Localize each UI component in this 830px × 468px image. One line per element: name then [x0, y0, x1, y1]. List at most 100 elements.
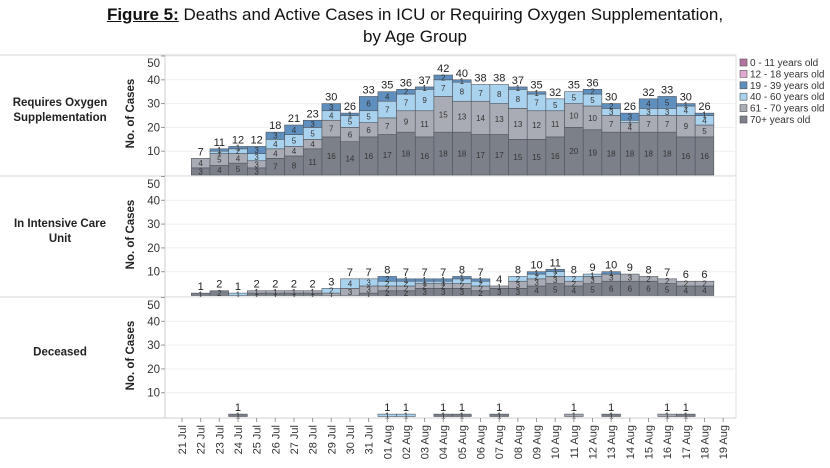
segment-value-label: 4 [292, 126, 297, 135]
segment-value-label: 2 [646, 275, 651, 284]
segment-value-label: 16 [700, 152, 709, 161]
legend-swatch [739, 104, 748, 112]
total-value-label: 1 [198, 281, 204, 293]
segment-value-label: 14 [345, 154, 354, 163]
segment-value-label: 1 [254, 288, 259, 297]
stacked-bar: 112 [265, 279, 285, 299]
total-value-label: 3 [328, 276, 334, 288]
y-tick-label: 20 [147, 243, 160, 255]
segment-value-label: 1 [422, 276, 427, 285]
bar-segment [526, 91, 547, 95]
segment-value-label: 4 [329, 112, 334, 121]
segment-value-label: 9 [422, 96, 427, 105]
bar-segment [321, 103, 341, 112]
legend-item[interactable]: 61 - 70 years old [739, 104, 825, 115]
segment-value-label: 2 [553, 270, 558, 279]
stacked-bar: 426 [694, 269, 715, 296]
segment-value-label: 5 [665, 98, 670, 107]
segment-value-label: 15 [439, 110, 448, 119]
legend-item[interactable]: 70+ years old [739, 115, 810, 126]
total-value-label: 7 [664, 267, 670, 279]
segment-value-label: 2 [534, 272, 539, 281]
segment-value-label: 9 [684, 122, 689, 131]
bar-segment [545, 269, 565, 273]
segment-value-label: 2 [478, 284, 483, 293]
segment-value-label: 2 [441, 73, 446, 82]
x-tick-label: 24 Jul [233, 425, 245, 454]
stacked-bar: 18 15 7 242 [433, 63, 453, 176]
segment-value-label: 2 [460, 277, 465, 286]
segment-value-label: 13 [457, 113, 466, 122]
stacked-bar: 18 7 35 33 [657, 84, 677, 176]
segment-value-label: 3 [609, 108, 614, 117]
segment-value-label: 9 [404, 117, 409, 126]
total-value-label: 6 [683, 269, 689, 281]
segment-value-label: 1 [329, 290, 334, 299]
segment-value-label: 3 [441, 288, 446, 297]
bar-segment [676, 413, 696, 417]
x-tick-label: 28 Jul [308, 425, 320, 454]
legend-item[interactable]: 12 - 18 years old [739, 69, 825, 80]
segment-value-label: 8 [497, 90, 502, 99]
x-tick-label: 23 Jul [214, 425, 226, 454]
segment-value-label: 1 [534, 269, 539, 278]
segment-value-label: 1 [310, 288, 315, 297]
segment-value-label: 4 [646, 100, 651, 109]
segment-value-label: 18 [457, 150, 466, 159]
stacked-bar: 11 [489, 402, 509, 420]
row-header-label: Deceased [33, 347, 87, 359]
legend-swatch [739, 92, 748, 101]
segment-value-label: 18 [439, 150, 448, 159]
x-tick-label: 06 Aug [476, 425, 488, 459]
segment-value-label: 7 [534, 98, 539, 107]
segment-value-label: 2 [460, 282, 465, 291]
bar-segment [433, 74, 453, 81]
segment-value-label: 5 [348, 117, 353, 126]
title-text: Deaths and Active Cases in ICU or Requir… [178, 5, 724, 24]
bar-segment [228, 413, 248, 417]
segment-value-label: 5 [217, 156, 222, 165]
segment-value-label: 4 [273, 140, 278, 149]
legend-item[interactable]: 19 - 39 years old [739, 81, 825, 92]
total-value-label: 26 [698, 101, 710, 113]
x-tick-label: 15 Aug [644, 425, 656, 459]
y-axis-title: No. of Cases [125, 79, 137, 149]
total-value-label: 7 [422, 267, 428, 279]
total-value-label: 1 [571, 402, 577, 414]
legend-item[interactable]: 40 - 60 years old [739, 92, 825, 103]
total-value-label: 1 [235, 402, 241, 414]
segment-value-label: 3 [422, 288, 427, 297]
segment-value-label: 11 [420, 120, 429, 129]
segment-value-label: 3 [590, 276, 595, 285]
total-value-label: 1 [403, 402, 409, 414]
segment-value-label: 1 [460, 411, 465, 420]
segment-value-label: 3 [516, 281, 521, 290]
x-tick-label: 07 Aug [494, 425, 506, 459]
total-value-label: 6 [701, 269, 707, 281]
total-value-label: 21 [288, 113, 300, 125]
segment-value-label: 3 [348, 288, 353, 297]
bar-segment [676, 103, 696, 107]
x-tick-label: 16 Aug [662, 425, 674, 459]
segment-value-label: 1 [628, 117, 633, 126]
segment-value-label: 18 [401, 150, 410, 159]
segment-value-label: 2 [385, 289, 390, 298]
segment-value-label: 3 [516, 288, 521, 297]
segment-value-label: 3 [534, 278, 539, 287]
x-axis: 21 Jul 22 Jul 23 Jul 24 Jul 25 Jul 26 Jul 27 J… [177, 418, 730, 459]
stacked-bar: 18 13 8 140 [452, 68, 472, 176]
y-tick-label: 40 [147, 195, 160, 207]
segment-value-label: 3 [460, 288, 465, 297]
bar-segment [452, 79, 472, 83]
legend-item[interactable]: 0 - 11 years old [739, 58, 818, 69]
segment-value-label: 8 [516, 95, 521, 104]
x-tick-label: 01 Aug [382, 425, 394, 459]
